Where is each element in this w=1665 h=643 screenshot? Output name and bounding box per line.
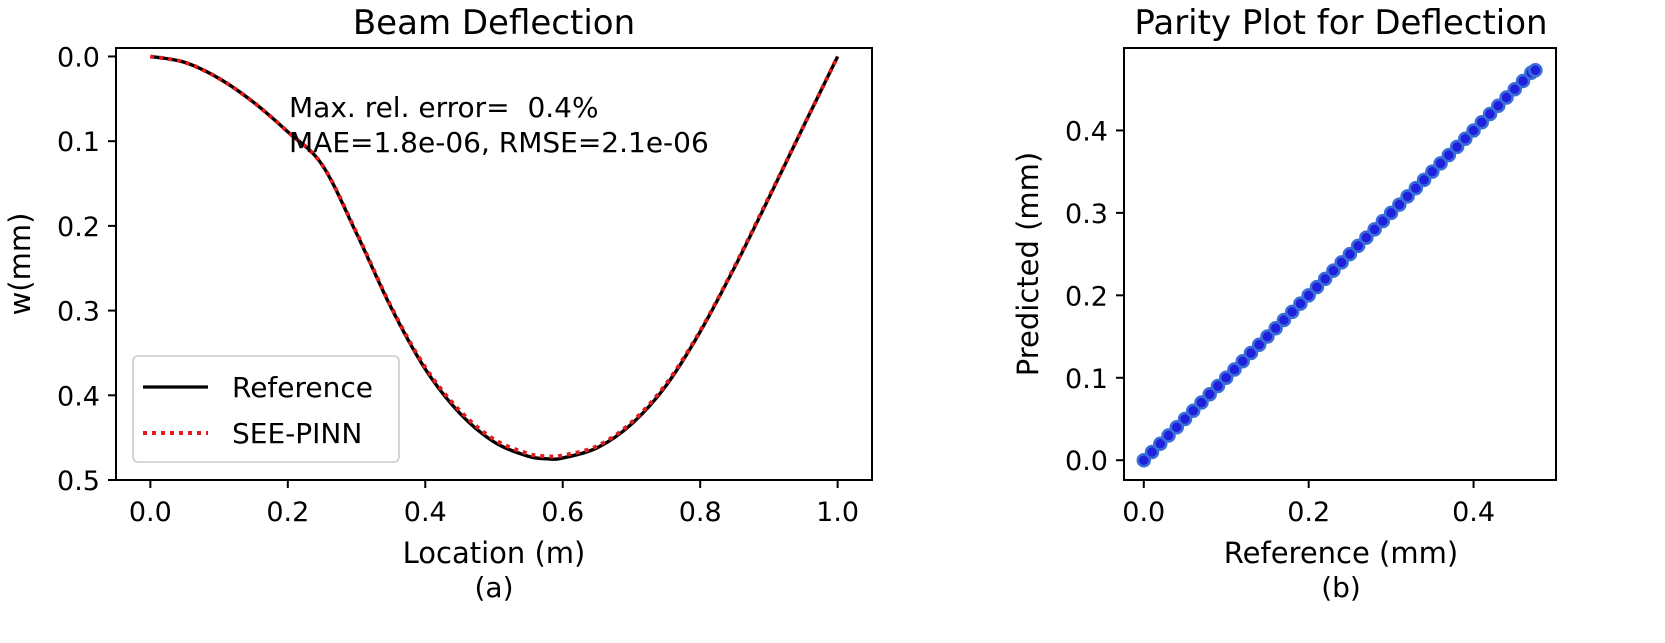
right-x-tick-label: 0.4: [1452, 497, 1495, 528]
parity-point: [1515, 73, 1531, 89]
parity-point: [1194, 395, 1209, 410]
right-x-tick-label: 0.2: [1287, 497, 1330, 528]
parity-point: [1268, 321, 1283, 336]
parity-point: [1309, 279, 1325, 295]
left-y-tick-label: 0.4: [57, 381, 100, 412]
parity-point: [1375, 213, 1391, 229]
left-x-tick-label: 0.0: [129, 497, 172, 528]
right-y-axis-label: Predicted (mm): [1011, 152, 1045, 376]
parity-point: [1408, 180, 1424, 196]
parity-point: [1301, 288, 1316, 303]
right-axes-frame: [1123, 47, 1557, 481]
parity-point: [1153, 436, 1168, 451]
left-y-tick-label: 0.2: [57, 212, 100, 243]
left-x-tick-label: 1.0: [816, 497, 859, 528]
parity-point: [1425, 164, 1440, 179]
legend-reference-label: Reference: [232, 371, 373, 404]
parity-point: [1441, 147, 1457, 163]
parity-point: [1186, 403, 1201, 418]
right-y-ticks: 0.0 0.1 0.2 0.3 0.4: [1065, 116, 1124, 477]
parity-point: [1528, 63, 1543, 78]
left-axes-frame: [115, 47, 873, 481]
left-y-ticks: 0.0 0.1 0.2 0.3 0.4 0.5: [57, 42, 116, 497]
right-caption: (b): [1321, 571, 1361, 604]
left-y-tick-label: 0.3: [57, 297, 100, 328]
parity-point: [1466, 123, 1481, 138]
parity-point: [1416, 172, 1432, 188]
left-legend: Reference SEE-PINN: [132, 355, 400, 463]
parity-point: [1284, 304, 1300, 320]
right-y-tick-label: 0.0: [1065, 446, 1108, 477]
left-y-tick-label: 0.0: [57, 42, 100, 73]
right-y-tick-label: 0.1: [1065, 364, 1108, 395]
parity-point: [1136, 452, 1152, 468]
left-chart-title: Beam Deflection: [353, 3, 635, 43]
right-y-tick-label: 0.3: [1065, 199, 1108, 230]
parity-point: [1350, 238, 1366, 254]
right-chart-title: Parity Plot for Deflection: [1134, 3, 1547, 43]
parity-point: [1491, 98, 1506, 113]
parity-point: [1317, 271, 1333, 287]
left-x-ticks: 0.0 0.2 0.4 0.6 0.8 1.0: [129, 480, 859, 528]
parity-plot-panel: Parity Plot for Deflection 0.0 0.2 0.4 0.0…: [1011, 3, 1557, 604]
left-plot-area: [150, 54, 840, 461]
right-y-tick-label: 0.2: [1065, 281, 1108, 312]
parity-point: [1144, 444, 1160, 460]
right-x-tick-label: 0.0: [1122, 497, 1165, 528]
beam-deflection-panel: Beam Deflection 0.0 0.2 0.4 0.6 0.8 1.0 0.00.…: [3, 3, 873, 604]
parity-point: [1260, 329, 1275, 344]
right-y-tick-label: 0.4: [1065, 116, 1108, 147]
parity-point: [1326, 263, 1341, 278]
right-x-ticks: 0.0 0.2 0.4: [1122, 480, 1495, 528]
left-x-tick-label: 0.4: [404, 497, 447, 528]
mae-rmse-annotation: MAE=1.8e-06, RMSE=2.1e-06: [289, 126, 709, 159]
left-caption: (a): [474, 571, 513, 604]
right-x-axis-label: Reference (mm): [1224, 536, 1458, 570]
series-line-see-pinn: [150, 54, 840, 459]
parity-point: [1210, 378, 1226, 394]
parity-point: [1474, 114, 1490, 130]
parity-point: [1359, 230, 1374, 245]
parity-point: [1458, 131, 1473, 146]
right-plot-area: [1136, 63, 1543, 468]
parity-point: [1235, 354, 1250, 369]
legend-see-pinn-label: SEE-PINN: [232, 417, 362, 450]
parity-point: [1161, 428, 1176, 443]
left-x-axis-label: Location (m): [403, 536, 586, 570]
left-x-tick-label: 0.8: [679, 497, 722, 528]
parity-point: [1293, 296, 1308, 311]
parity-point: [1433, 156, 1448, 171]
parity-point: [1507, 81, 1523, 97]
parity-point: [1218, 370, 1234, 386]
max-rel-error-annotation: Max. rel. error= 0.4%: [289, 91, 599, 124]
left-x-tick-label: 0.6: [541, 497, 584, 528]
parity-point: [1276, 312, 1292, 328]
parity-point: [1202, 387, 1217, 402]
parity-point: [1251, 337, 1267, 353]
left-y-axis-label: w(mm): [3, 213, 37, 316]
parity-point: [1383, 205, 1399, 221]
left-y-tick-label: 0.5: [57, 466, 100, 497]
parity-point: [1169, 419, 1185, 435]
parity-point: [1227, 362, 1242, 377]
parity-point: [1482, 106, 1498, 122]
parity-point: [1449, 139, 1465, 155]
parity-point: [1400, 189, 1415, 204]
parity-point: [1392, 197, 1407, 212]
parity-point: [1499, 90, 1514, 105]
left-x-tick-label: 0.2: [266, 497, 309, 528]
parity-point: [1177, 411, 1193, 427]
parity-point: [1334, 255, 1349, 270]
left-y-tick-label: 0.1: [57, 127, 100, 158]
legend-box: [132, 355, 400, 463]
parity-point: [1367, 222, 1382, 237]
parity-point: [1342, 246, 1358, 262]
parity-point: [1243, 345, 1259, 361]
